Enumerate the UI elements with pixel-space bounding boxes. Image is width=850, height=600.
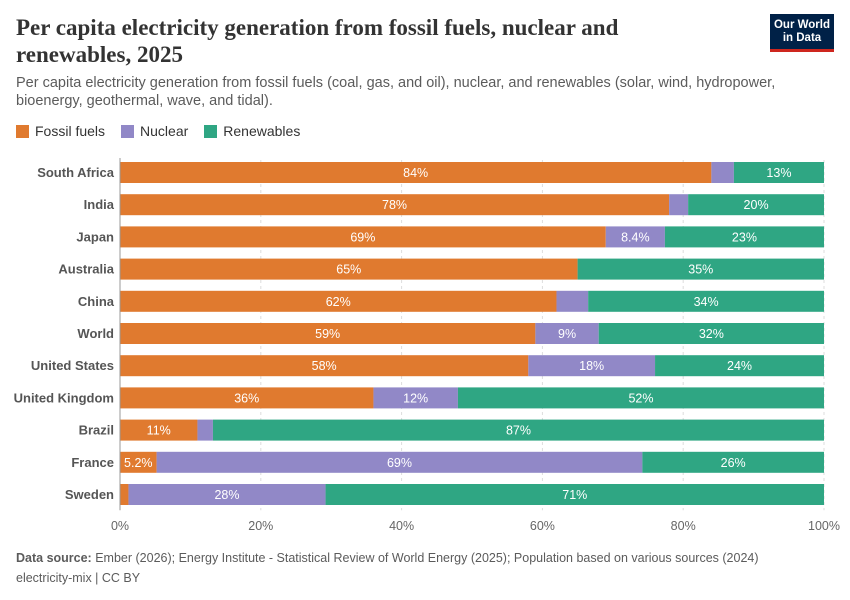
category-label: United States [31, 358, 114, 373]
legend: Fossil fuels Nuclear Renewables [16, 123, 300, 139]
data-label: 78% [382, 198, 407, 212]
x-tick-label: 40% [389, 519, 414, 533]
data-label: 18% [579, 359, 604, 373]
category-label: China [78, 294, 115, 309]
bar-segment-renewables [457, 387, 824, 409]
data-label: 34% [694, 295, 719, 309]
data-label: 20% [744, 198, 769, 212]
bar-segment-fossil [120, 451, 157, 473]
legend-label-nuclear: Nuclear [140, 123, 189, 139]
category-label: Japan [76, 229, 114, 244]
bar-segment-fossil [120, 258, 578, 280]
data-label: 71% [562, 488, 587, 502]
legend-swatch-nuclear [121, 124, 135, 138]
bar-segment-nuclear [605, 226, 665, 248]
legend-item-renewables[interactable]: Renewables [204, 123, 300, 139]
data-label: 26% [721, 456, 746, 470]
bar-segment-nuclear [128, 484, 326, 505]
bar-segment-nuclear [556, 290, 589, 312]
credit-line[interactable]: electricity-mix | CC BY [16, 571, 141, 585]
source-text: Ember (2026); Energy Institute - Statist… [95, 551, 759, 565]
x-tick-label: 100% [808, 519, 840, 533]
legend-label-renewables: Renewables [223, 123, 301, 139]
bar-segment-fossil [120, 387, 374, 409]
data-label: 69% [387, 456, 412, 470]
data-label: 35% [688, 263, 713, 277]
bar-segment-fossil [120, 290, 557, 312]
bar-segment-renewables [577, 258, 824, 280]
data-label: 11% [147, 424, 171, 438]
legend-swatch-renewables [204, 124, 218, 138]
data-label: 52% [628, 391, 653, 405]
bar-segment-renewables [655, 355, 824, 377]
data-label: 12% [403, 391, 428, 405]
data-label: 32% [699, 327, 724, 341]
data-label: 23% [732, 230, 757, 244]
category-label: India [84, 197, 115, 212]
category-label: Brazil [79, 423, 114, 438]
source-line: Data source: Ember (2026); Energy Instit… [16, 548, 759, 568]
legend-swatch-fossil [16, 124, 29, 138]
data-label: 36% [234, 391, 259, 405]
bar-segment-fossil [120, 484, 129, 505]
category-label: Sweden [65, 487, 114, 502]
category-label: United Kingdom [14, 390, 114, 405]
stacked-bar-chart: 0% 20% 40% 60% 80% 100% South Africa 84% 13% Indi… [14, 158, 840, 533]
chart-title: Per capita electricity generation from f… [16, 15, 619, 67]
source-label: Data source: [16, 551, 92, 565]
bar-segment-nuclear [197, 419, 213, 441]
footer: Data source: Ember (2026); Energy Instit… [16, 548, 759, 588]
owid-logo[interactable]: Our World in Data [770, 14, 834, 52]
data-label: 9% [558, 327, 576, 341]
bar-segment-nuclear [535, 323, 599, 344]
x-tick-label: 60% [530, 519, 555, 533]
category-label: World [77, 326, 114, 341]
bar-segment-renewables [664, 226, 824, 248]
bar-segment-renewables [642, 451, 824, 473]
category-label: France [71, 455, 114, 470]
bar-segment-fossil [120, 194, 670, 216]
legend-label-fossil: Fossil fuels [35, 123, 106, 139]
data-label: 24% [727, 359, 752, 373]
data-label: 5.2% [124, 456, 153, 470]
data-label: 13% [766, 166, 791, 180]
bar-segment-fossil [120, 323, 536, 344]
logo-line-2: in Data [782, 32, 822, 44]
category-label: South Africa [37, 165, 115, 180]
x-tick-label: 0% [111, 519, 129, 533]
bar-segment-nuclear [156, 451, 643, 473]
bar-segment-fossil [120, 419, 198, 441]
legend-item-nuclear[interactable]: Nuclear [121, 123, 188, 139]
category-label: Australia [58, 262, 114, 277]
legend-item-fossil[interactable]: Fossil fuels [16, 123, 105, 139]
bar-segment-renewables [733, 162, 824, 183]
chart-subtitle: Per capita electricity generation from f… [16, 75, 776, 109]
logo-line-1: Our World [773, 19, 830, 31]
x-tick-label: 20% [248, 519, 273, 533]
data-label: 62% [326, 295, 351, 309]
data-label: 69% [350, 230, 375, 244]
data-label: 58% [312, 359, 337, 373]
bar-segment-fossil [120, 162, 712, 183]
data-label: 59% [315, 327, 340, 341]
bar-segment-nuclear [711, 162, 734, 183]
data-label: 84% [403, 166, 428, 180]
bar-segment-nuclear [528, 355, 656, 377]
bar-segment-fossil [120, 355, 529, 377]
data-label: 65% [336, 263, 361, 277]
bar-segment-renewables [588, 290, 824, 312]
bar-segment-renewables [325, 484, 824, 505]
x-tick-label: 80% [671, 519, 696, 533]
bar-segment-fossil [120, 226, 606, 248]
bar-segment-nuclear [373, 387, 458, 409]
data-label: 87% [506, 424, 531, 438]
bar-segment-renewables [212, 419, 825, 441]
bar-segment-renewables [598, 323, 824, 344]
data-label: 28% [214, 488, 239, 502]
bar-segment-nuclear [669, 194, 689, 216]
data-label: 8.4% [621, 230, 650, 244]
bar-segment-renewables [688, 194, 824, 216]
